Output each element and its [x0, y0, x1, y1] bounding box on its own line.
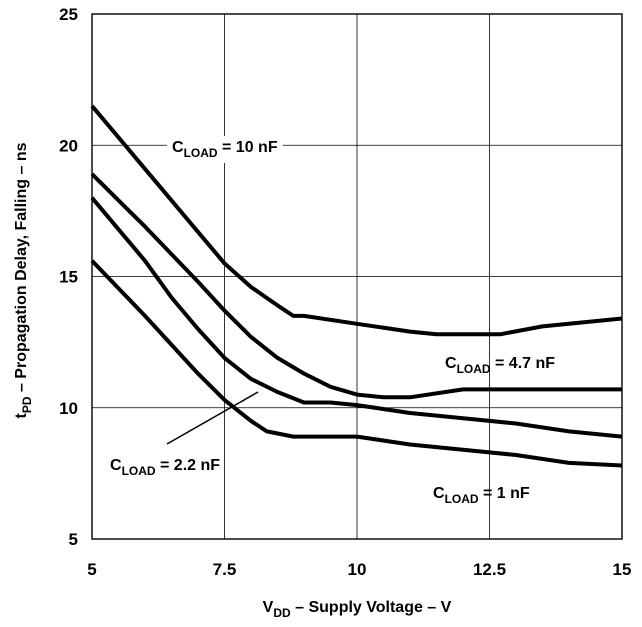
- y-tick-label: 20: [59, 136, 78, 155]
- series-label-subscript: LOAD: [122, 464, 156, 478]
- x-tick-label: 12.5: [473, 560, 506, 579]
- y-tick-label: 5: [69, 530, 78, 549]
- series-layer: [90, 104, 623, 468]
- series-label-subscript: LOAD: [445, 492, 479, 506]
- series-label-rest: = 10 nF: [218, 139, 278, 156]
- series-label-text: CLOAD = 1 nF: [433, 485, 530, 506]
- tick-label-layer: 5 7.5 10 12.5 15 5 10 15 20 25: [59, 5, 631, 579]
- series-label-main: C: [172, 139, 184, 156]
- plot-frame: [91, 13, 623, 540]
- y-tick-label: 25: [59, 5, 78, 24]
- series-label-subscript: LOAD: [184, 146, 218, 160]
- x-tick-label: 10: [348, 560, 367, 579]
- x-axis-title: VDD – Supply Voltage – V: [263, 599, 452, 620]
- series-line-2: [90, 172, 622, 400]
- series-label-text: CLOAD = 2.2 nF: [110, 457, 220, 478]
- y-axis-title-rest: – Propagation Delay, Falling – ns: [13, 142, 30, 396]
- series-label-main: C: [433, 485, 445, 502]
- series-label-text: CLOAD = 4.7 nF: [445, 355, 555, 376]
- y-axis-title: tPD – Propagation Delay, Falling – ns: [13, 142, 34, 418]
- y-axis-title-main: t: [13, 412, 30, 418]
- series-label-rest: = 2.2 nF: [156, 457, 221, 474]
- series-label-main: C: [110, 457, 122, 474]
- series-label-1: CLOAD = 10 nF: [167, 136, 283, 163]
- series-line-4: [90, 259, 623, 468]
- series-label-main: C: [445, 355, 457, 372]
- label-leader-line: [166, 391, 259, 445]
- x-axis-title-subscript: DD: [273, 606, 291, 620]
- series-label-rest: = 4.7 nF: [491, 355, 556, 372]
- y-tick-label: 10: [59, 399, 78, 418]
- y-tick-label: 15: [59, 268, 78, 287]
- series-label-4: CLOAD = 1 nF: [433, 485, 530, 506]
- series-label-background: [167, 136, 283, 163]
- x-tick-label: 5: [87, 560, 96, 579]
- x-axis-title-rest: – Supply Voltage – V: [291, 599, 452, 616]
- x-axis-title-main: V: [263, 599, 274, 616]
- series-label-subscript: LOAD: [457, 362, 491, 376]
- x-tick-label: 7.5: [213, 560, 237, 579]
- series-line-1: [90, 104, 623, 337]
- y-axis-title-subscript: PD: [20, 396, 34, 413]
- series-line-3: [90, 196, 623, 439]
- series-label-2: CLOAD = 4.7 nF: [445, 355, 555, 376]
- series-label-rest: = 1 nF: [479, 485, 530, 502]
- series-label-3: CLOAD = 2.2 nF: [110, 457, 220, 478]
- x-tick-label: 15: [613, 560, 632, 579]
- series-label-text: CLOAD = 10 nF: [172, 139, 278, 160]
